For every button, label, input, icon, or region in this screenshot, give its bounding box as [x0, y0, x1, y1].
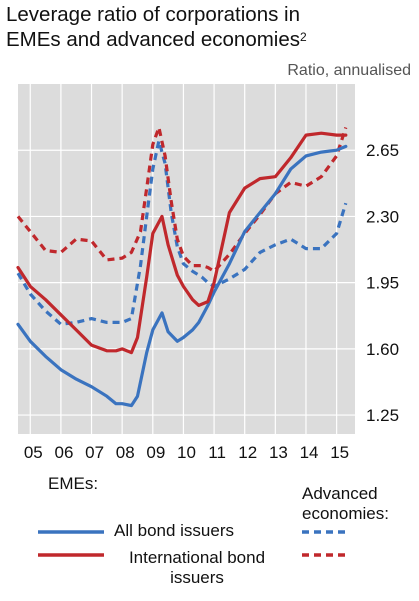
series-line-2	[16, 131, 348, 355]
x-tick-label: 14	[300, 443, 319, 462]
legend-heading-emes: EMEs:	[48, 474, 99, 493]
legend-heading-advanced: Advanced economies:	[302, 484, 389, 523]
x-tick-label: 10	[177, 443, 196, 462]
x-tick-label: 09	[146, 443, 165, 462]
y-tick-label: 1.25	[366, 406, 399, 425]
footnote-marker: 2	[300, 30, 307, 44]
chart-title-line2: EMEs and advanced economies2	[6, 28, 307, 51]
x-tick-label: 12	[238, 443, 257, 462]
x-tick-label: 08	[116, 443, 135, 462]
y-tick-label: 1.60	[366, 340, 399, 359]
x-tick-label: 06	[54, 443, 73, 462]
legend-label-all-bond-issuers: All bond issuers	[114, 521, 235, 540]
chart-title: Leverage ratio of corporations in EMEs a…	[6, 2, 416, 52]
series-line-1	[16, 144, 348, 408]
y-tick-label: 2.30	[366, 207, 399, 226]
y-tick-label: 2.65	[366, 141, 399, 160]
y-axis-unit-label: Ratio, annualised	[287, 62, 411, 79]
x-tick-label: 05	[24, 443, 43, 462]
x-tick-label: 13	[269, 443, 288, 462]
y-tick-label: 1.95	[366, 274, 399, 293]
chart-title-line1: Leverage ratio of corporations in	[6, 3, 301, 26]
x-tick-label: 11	[208, 443, 226, 462]
x-tick-label: 07	[85, 443, 104, 462]
legend-label-international-bond-issuers: International bond issuers	[128, 548, 266, 587]
x-tick-label: 15	[330, 443, 349, 462]
